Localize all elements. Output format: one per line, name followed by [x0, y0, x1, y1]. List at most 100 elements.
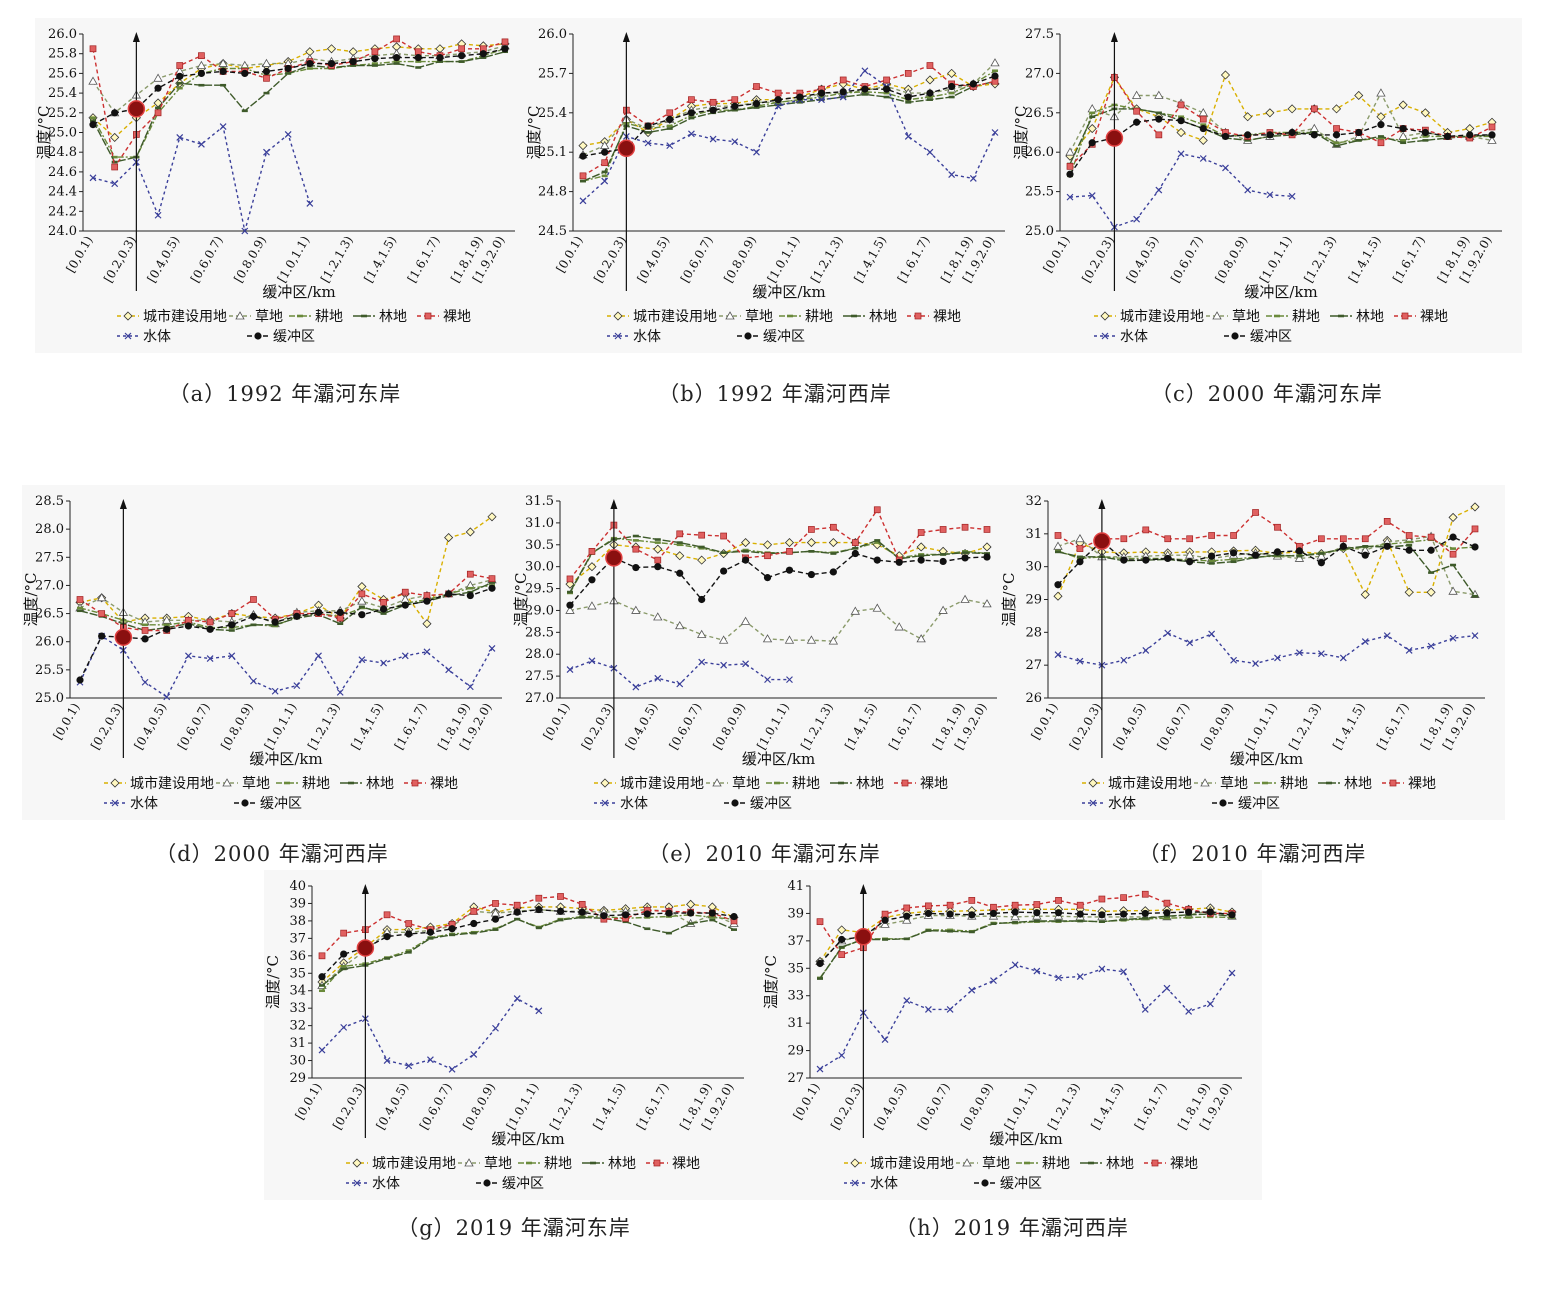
x-tick-label: [0.4,0.5): [374, 1081, 412, 1132]
legend-item-buffer: 缓冲区: [234, 796, 302, 812]
y-tick-label: 29: [787, 1044, 804, 1059]
data-point: [488, 575, 496, 583]
data-point: [250, 596, 257, 603]
arrow-head-icon: [119, 499, 127, 509]
data-point: [917, 529, 925, 536]
x-tick-label: [0,0.1): [1041, 234, 1073, 276]
data-point: [763, 574, 772, 582]
data-point: [405, 949, 412, 952]
data-point: [196, 60, 207, 69]
arrow-head-icon: [859, 884, 867, 894]
series-line: [321, 908, 735, 987]
x-tick-label: [1.4,1.5): [348, 701, 386, 752]
x-tick-label: [1.2,1.3): [318, 234, 356, 285]
data-point: [449, 933, 456, 937]
data-point: [414, 54, 422, 62]
data-point: [838, 951, 846, 958]
axis-lines: [572, 34, 1005, 232]
x-tick-label: [0.4,0.5): [623, 701, 661, 752]
data-point: [926, 98, 933, 101]
data-point: [1294, 553, 1305, 562]
data-point: [881, 1036, 889, 1044]
data-point: [491, 915, 500, 923]
data-point: [600, 912, 608, 920]
threshold-point: [1105, 129, 1124, 147]
data-point: [946, 1006, 954, 1013]
series-buffer: [318, 905, 738, 981]
threshold-point: [854, 927, 873, 946]
legend-item-water: 水体: [1082, 796, 1136, 812]
data-point: [818, 95, 825, 99]
data-point: [487, 512, 497, 522]
x-tick-label: [0.6,0.7): [666, 701, 704, 752]
series-forest: [1067, 107, 1495, 166]
x-tick-label: [1.6,1.7): [1390, 234, 1428, 285]
series-line: [79, 635, 493, 698]
data-point: [1360, 590, 1370, 600]
data-point: [1164, 554, 1172, 563]
legend-marker: [1088, 778, 1098, 788]
data-point: [882, 938, 889, 941]
legend-item-forest: 林地: [1330, 309, 1384, 325]
data-point: [687, 909, 695, 917]
legend-item-water: 水体: [104, 796, 158, 812]
data-point: [1221, 132, 1230, 141]
data-point: [142, 623, 149, 627]
series-line: [321, 914, 735, 992]
legend-item-buffer: 缓冲区: [1224, 329, 1292, 345]
legend-marker: [1212, 311, 1222, 320]
data-point: [1355, 139, 1362, 142]
data-point: [740, 616, 751, 625]
data-point: [1422, 139, 1429, 142]
data-point: [817, 977, 823, 980]
data-point: [357, 581, 367, 592]
data-point: [816, 1065, 824, 1073]
x-tick-label: [0.6,0.7): [1168, 234, 1206, 285]
data-point: [786, 547, 793, 555]
legend-marker: [526, 1161, 532, 1165]
data-point: [1141, 890, 1149, 898]
series-line: [321, 916, 735, 987]
data-point: [632, 563, 640, 572]
legend-label: 缓冲区: [1238, 796, 1280, 812]
series-line: [569, 598, 988, 642]
legend-item-urban: 城市建设用地: [104, 775, 214, 792]
data-point: [1199, 115, 1207, 123]
series-urban: [1053, 502, 1480, 601]
x-tick-label: [0.2,0.3): [88, 701, 126, 752]
data-point: [306, 199, 314, 207]
data-point: [828, 538, 838, 548]
data-point: [698, 545, 705, 549]
data-point: [1120, 918, 1127, 921]
y-tick-label: 35: [289, 966, 306, 981]
data-point: [1141, 1006, 1149, 1013]
data-point: [293, 612, 301, 620]
data-point: [1120, 894, 1127, 902]
legend-label: 裸地: [1408, 776, 1436, 792]
data-point: [709, 98, 717, 106]
legend-item-urban: 城市建设用地: [117, 308, 227, 325]
data-point: [903, 937, 910, 941]
data-point: [1054, 651, 1062, 659]
data-point: [883, 95, 890, 99]
legend-item-forest: 林地: [340, 776, 394, 792]
series-line: [1057, 535, 1476, 596]
axis-lines: [311, 886, 744, 1079]
y-tick-label: 24.8: [538, 185, 567, 200]
series-line: [1057, 536, 1476, 586]
legend-label: 缓冲区: [750, 796, 792, 812]
data-point: [818, 96, 825, 104]
data-point: [1163, 899, 1171, 907]
data-point: [731, 102, 739, 110]
legend-label: 林地: [856, 776, 884, 792]
data-point: [1054, 532, 1062, 539]
y-tick-label: 25.4: [48, 86, 77, 101]
data-point: [249, 612, 258, 620]
data-point: [1164, 535, 1172, 543]
legend-marker: [464, 1158, 474, 1167]
legend-marker: [241, 799, 249, 807]
data-point: [839, 76, 847, 84]
data-point: [916, 542, 926, 552]
line-chart: 26.0 25.7 25.4 25.1 24.8 24.5 温度/°C [0,0.1) [0.2…: [525, 27, 1005, 345]
data-point: [371, 48, 379, 56]
